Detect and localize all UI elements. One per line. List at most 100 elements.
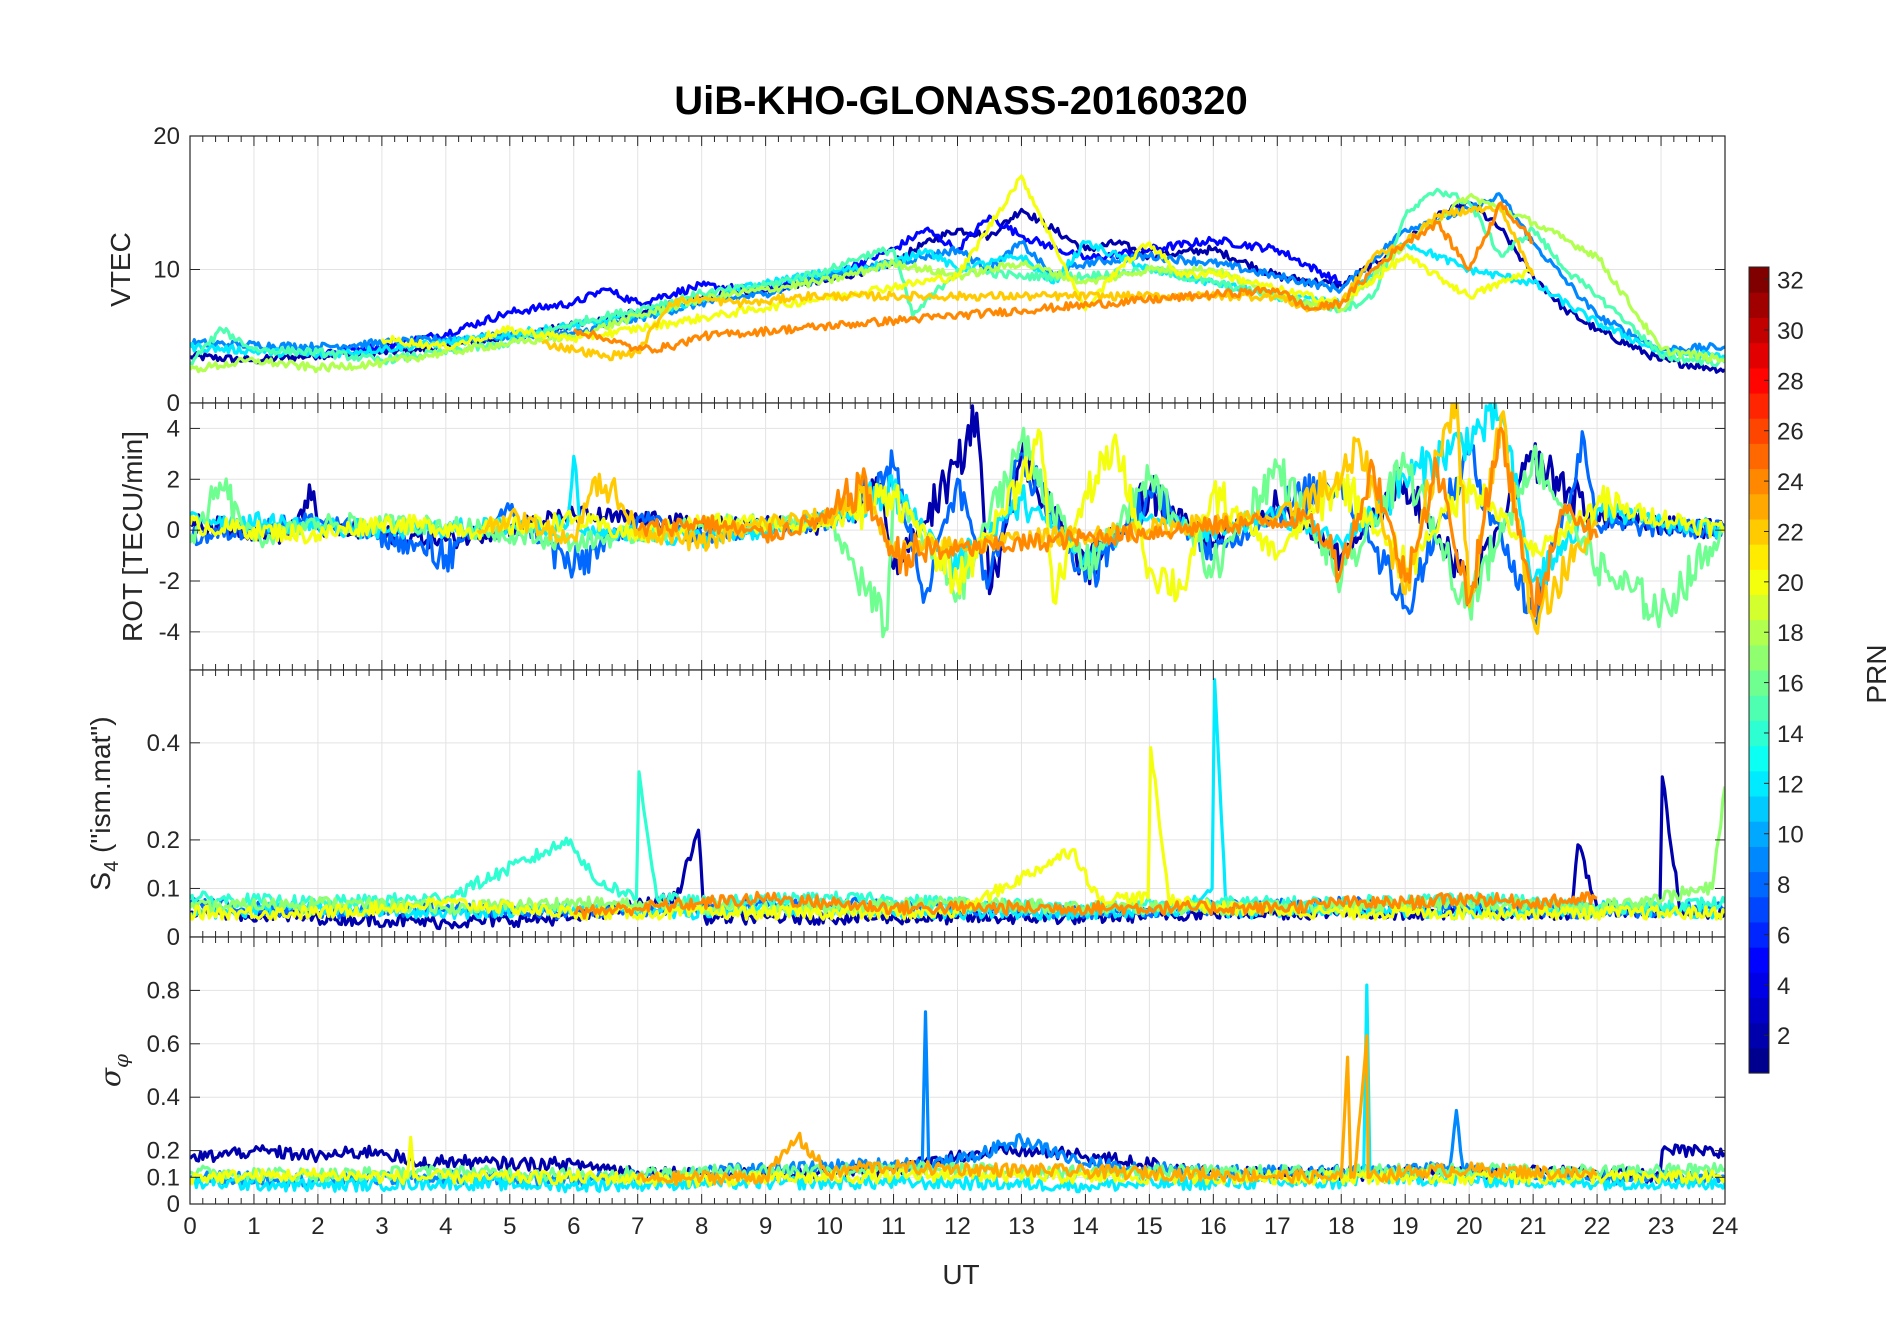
series-line-prn-17 xyxy=(190,786,1725,916)
colorbar-tick-label: 10 xyxy=(1777,822,1804,849)
colorbar-segment xyxy=(1749,392,1769,419)
colorbar-tick-label: 12 xyxy=(1777,771,1804,798)
series-group xyxy=(190,983,1725,1194)
y-tick-label: 4 xyxy=(167,415,180,442)
colorbar-tick-label: 24 xyxy=(1777,469,1804,496)
colorbar-segment xyxy=(1749,770,1769,797)
colorbar-tick-label: 6 xyxy=(1777,922,1790,949)
series-group xyxy=(190,403,1725,639)
panel-sigphi: 00.10.2 0.4 0.6 0.8 σφ xyxy=(94,936,1726,1218)
y-tick-label: -2 xyxy=(159,568,180,595)
panel-frame xyxy=(189,936,1726,1205)
colorbar-segment xyxy=(1749,1047,1769,1074)
y-tick-label: 0.2 xyxy=(147,1138,180,1165)
y-tick-label: 0 xyxy=(167,924,180,951)
series-group xyxy=(190,174,1725,374)
x-tick-label: 22 xyxy=(1584,1213,1611,1240)
x-tick-label: 24 xyxy=(1712,1213,1739,1240)
series-line-prn-24 xyxy=(573,890,1598,920)
series-line-prn-20 xyxy=(190,1135,1725,1188)
colorbar-segment xyxy=(1749,594,1769,621)
colorbar-segment xyxy=(1749,795,1769,822)
colorbar-segment xyxy=(1749,1022,1769,1049)
x-tick-label: 14 xyxy=(1072,1213,1099,1240)
y-tick-label: 0.8 xyxy=(147,977,180,1004)
y-tick-label: -4 xyxy=(159,619,180,646)
x-tick-label: 3 xyxy=(375,1213,388,1240)
panel-rot: -4 -2 0 2 4 ROT [TECU/min] xyxy=(117,402,1726,671)
colorbar-tick-label: 30 xyxy=(1777,318,1804,345)
colorbar-tick-label: 18 xyxy=(1777,620,1804,647)
colorbar-segment xyxy=(1749,317,1769,344)
y-axis-label: VTEC xyxy=(105,232,136,307)
y-tick-label: 0 xyxy=(167,1191,180,1218)
colorbar-segment xyxy=(1749,846,1769,873)
y-tick-label: 0.4 xyxy=(147,1084,180,1111)
colorbar-tick-label: 8 xyxy=(1777,872,1790,899)
colorbar-segment xyxy=(1749,569,1769,596)
x-axis-label: UT xyxy=(942,1259,979,1290)
y-tick-label: 0 xyxy=(167,517,180,544)
chart-title: UiB-KHO-GLONASS-20160320 xyxy=(674,79,1248,123)
x-tick-label: 23 xyxy=(1648,1213,1675,1240)
colorbar-tick-label: 16 xyxy=(1777,671,1804,698)
colorbar-segment xyxy=(1749,720,1769,747)
colorbar-segment xyxy=(1749,972,1769,999)
colorbar-segment xyxy=(1749,619,1769,646)
x-tick-label: 16 xyxy=(1200,1213,1227,1240)
colorbar-segment xyxy=(1749,367,1769,394)
colorbar-tick-label: 22 xyxy=(1777,519,1804,546)
colorbar-tick-label: 2 xyxy=(1777,1023,1790,1050)
x-tick-label: 17 xyxy=(1264,1213,1291,1240)
colorbar-segment xyxy=(1749,921,1769,948)
colorbar-segment xyxy=(1749,896,1769,923)
series-line-prn-24 xyxy=(573,201,1534,354)
y-tick-label: 0.2 xyxy=(147,827,180,854)
colorbar-segment xyxy=(1749,695,1769,721)
colorbar-segment xyxy=(1749,518,1769,545)
y-tick-label: 0.6 xyxy=(147,1031,180,1058)
colorbar-segment xyxy=(1749,493,1769,520)
x-tick-label: 18 xyxy=(1328,1213,1355,1240)
colorbar-tick-label: 28 xyxy=(1777,368,1804,395)
y-axis-label: ROT [TECU/min] xyxy=(117,431,148,642)
y-tick-label: 0 xyxy=(167,390,180,417)
x-tick-label: 1 xyxy=(247,1213,260,1240)
panel-s4: 0 0.1 0.2 0.4 S4 ("ism.mat") xyxy=(85,669,1726,951)
x-tick-label: 19 xyxy=(1392,1213,1419,1240)
colorbar-segment xyxy=(1749,342,1769,369)
series-line-prn-20 xyxy=(190,428,1725,605)
x-tick-label: 8 xyxy=(695,1213,708,1240)
colorbar-segment xyxy=(1749,821,1769,847)
x-tick-label: 21 xyxy=(1520,1213,1547,1240)
x-tick-label: 13 xyxy=(1008,1213,1035,1240)
colorbar-segment xyxy=(1749,745,1769,772)
colorbar-segment xyxy=(1749,644,1769,671)
colorbar-segment xyxy=(1749,468,1769,495)
x-tick-label: 2 xyxy=(311,1213,324,1240)
colorbar-segment xyxy=(1749,544,1769,570)
colorbar-segment xyxy=(1749,871,1769,898)
colorbar-segment xyxy=(1749,947,1769,973)
colorbar-tick-label: 4 xyxy=(1777,973,1790,1000)
y-axis-label: S4 ("ism.mat") xyxy=(85,716,123,890)
colorbar-tick-label: 32 xyxy=(1777,268,1804,295)
colorbar-frame xyxy=(1748,266,1770,1074)
series-line-prn-23 xyxy=(636,1034,1598,1187)
y-axis-label: σφ xyxy=(94,1054,133,1087)
colorbar-label: PRN xyxy=(1861,644,1892,703)
y-tick-label: 0.1 xyxy=(147,875,180,902)
x-tick-label: 10 xyxy=(816,1213,843,1240)
series-line-prn-12 xyxy=(190,403,1725,587)
x-tick-label: 5 xyxy=(503,1213,516,1240)
x-tick-label: 20 xyxy=(1456,1213,1483,1240)
colorbar-segment xyxy=(1749,670,1769,696)
y-tick-label: 0.4 xyxy=(147,730,180,757)
y-tick-label: 10 xyxy=(153,257,180,284)
series-line-prn-24 xyxy=(636,426,1599,618)
colorbar-segment xyxy=(1749,267,1769,293)
x-tick-label: 4 xyxy=(439,1213,452,1240)
x-tick-label: 15 xyxy=(1136,1213,1163,1240)
